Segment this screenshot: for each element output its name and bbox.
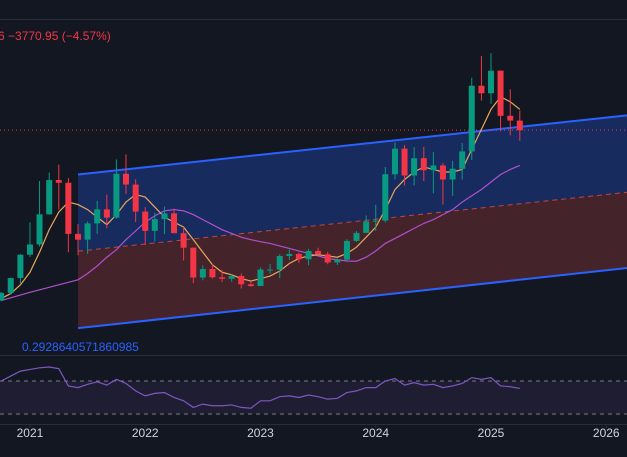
rsi-band — [0, 381, 627, 414]
candle-body — [46, 180, 53, 215]
candle-body — [257, 269, 264, 287]
candle-body — [497, 70, 504, 116]
candle-body — [315, 250, 322, 255]
x-tick-label: 2022 — [132, 426, 159, 440]
candle-body — [430, 165, 437, 171]
candle-body — [17, 254, 24, 279]
candle-body — [238, 276, 245, 285]
candle-body — [305, 250, 312, 260]
candle-body — [199, 269, 206, 278]
candle-body — [343, 240, 350, 260]
candle-body — [94, 209, 101, 224]
candle-body — [487, 70, 494, 94]
price-change: 6 −3770.95 (−4.57%) — [0, 29, 111, 43]
x-tick-label: 2023 — [247, 426, 274, 440]
candle-body — [36, 214, 43, 245]
candle-body — [171, 213, 178, 234]
candle-body — [286, 253, 293, 256]
candle-body — [391, 148, 398, 175]
candle-body — [372, 220, 379, 222]
channel-upper-fill — [78, 115, 627, 252]
candle-body — [103, 209, 110, 218]
x-tick-label: 2026 — [593, 426, 620, 440]
candle-body — [516, 120, 523, 131]
candle-body — [0, 292, 5, 301]
candle-body — [401, 148, 408, 176]
channel-middle-line — [77, 191, 627, 252]
rsi-line — [0, 366, 520, 409]
candle-body — [449, 168, 456, 180]
candle-body — [353, 232, 360, 241]
candle-body — [324, 254, 331, 263]
candle-body — [420, 158, 427, 171]
candle-body — [228, 276, 235, 279]
channel-upper-line — [77, 114, 627, 176]
x-tick-label: 2024 — [362, 426, 389, 440]
channel-label: 0.2928640571860985 — [22, 340, 139, 354]
candle-body — [132, 184, 139, 212]
channel-lower-fill — [78, 192, 627, 329]
candle-body — [122, 173, 129, 185]
candle-body — [382, 174, 389, 221]
plot: 2021 2022 2023 2024 2025 2026 — [0, 53, 627, 440]
candle-body — [507, 115, 514, 121]
candle-body — [468, 85, 475, 152]
candle-body — [190, 247, 197, 278]
candle-body — [334, 259, 341, 263]
candle-body — [65, 182, 72, 234]
candle-body — [55, 180, 62, 183]
candle-body — [459, 151, 466, 169]
candle-body — [219, 277, 226, 279]
candle-body — [411, 158, 418, 176]
candle-body — [151, 219, 158, 231]
candle-body — [247, 284, 254, 287]
x-tick-label: 2025 — [478, 426, 505, 440]
candle-body — [295, 253, 302, 260]
candle-body — [142, 211, 149, 231]
candle-body — [267, 269, 274, 271]
candle-body — [161, 213, 168, 220]
candle-body — [7, 278, 14, 293]
candle-body — [75, 233, 82, 240]
candle-body — [113, 173, 120, 218]
slow-moving-average — [0, 164, 521, 302]
candle-body — [276, 255, 283, 270]
candle-body — [209, 269, 216, 278]
x-tick-label: 2021 — [17, 426, 44, 440]
candle-body — [478, 85, 485, 94]
candle-body — [439, 165, 446, 180]
candle-body — [363, 221, 370, 233]
candle-body — [84, 223, 91, 240]
candle-body — [180, 233, 187, 248]
candle-body — [26, 244, 33, 255]
channel-lower-line — [77, 267, 627, 330]
